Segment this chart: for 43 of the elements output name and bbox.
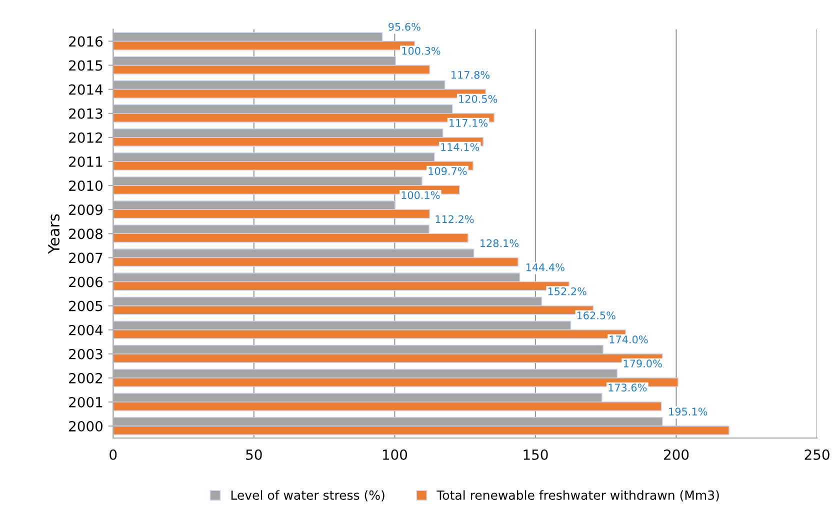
y-tick-label: 2006 [69,276,103,288]
data-label: 95.6% [388,22,420,31]
y-tick-label: 2015 [69,60,102,71]
data-label: 117.8% [452,70,490,79]
x-tick-label: 0 [110,449,117,460]
data-label: 179.0% [624,360,662,368]
y-tick-label: 2008 [69,228,102,240]
data-label: 120.5% [459,94,498,103]
data-label: 114.1% [441,143,480,151]
x-tick-label: 100 [382,449,408,460]
data-label: 162.5% [577,311,616,320]
y-tick-label: 2000 [69,421,102,432]
data-label: 100.1% [402,191,440,200]
data-label: 195.1% [669,408,708,416]
legend-label: Total renewable freshwater withdrawn (Mm3) [436,490,719,502]
y-tick-label: 2004 [69,324,103,336]
data-label: 174.0% [610,336,648,344]
data-label: 100.3% [402,46,440,55]
data-label: 112.2% [436,215,474,224]
data-label: 117.1% [450,119,488,127]
y-axis-title: Years [48,214,60,254]
y-tick-label: 2009 [69,204,102,216]
data-label: 109.7% [428,167,467,176]
y-tick-label: 2012 [69,132,102,143]
y-tick-label: 2003 [69,348,102,360]
y-tick-label: 2011 [69,156,102,167]
x-tick-label: 150 [524,449,548,460]
legend-label: Level of water stress (%) [231,490,384,502]
x-tick-label: 50 [246,449,262,460]
y-tick-label: 2001 [69,396,102,408]
y-tick-label: 2014 [69,84,103,95]
y-tick-label: 2016 [69,36,103,47]
data-label: 144.4% [526,263,564,272]
y-tick-label: 2002 [69,372,102,384]
y-tick-label: 2005 [69,300,102,312]
x-tick-label: 250 [804,449,830,460]
x-tick-label: 200 [664,449,689,460]
data-label: 152.2% [548,287,586,296]
y-tick-label: 2010 [69,180,102,192]
data-label: 128.1% [480,239,519,248]
data-label: 173.6% [608,384,647,392]
y-tick-label: 2013 [69,108,102,119]
y-tick-label: 2007 [69,252,102,264]
